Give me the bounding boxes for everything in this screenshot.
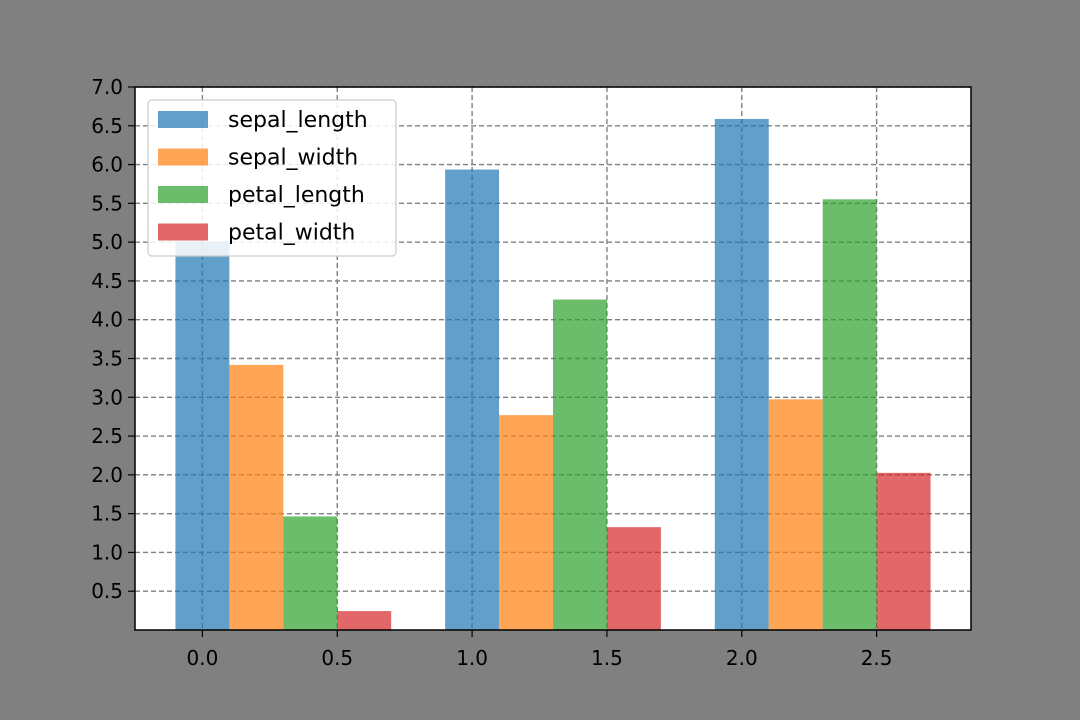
legend-label-sepal_length: sepal_length	[228, 108, 368, 133]
y-tick-label-4: 2.5	[91, 424, 123, 448]
bar-petal_width-0	[337, 611, 392, 630]
legend-label-petal_length: petal_length	[228, 183, 365, 208]
legend-swatch-petal_width	[158, 223, 208, 241]
y-tick-label-3: 2.0	[91, 463, 123, 487]
y-tick-label-1: 1.0	[91, 540, 123, 564]
y-tick-label-10: 5.5	[91, 191, 123, 215]
bar-petal_length-1	[553, 299, 607, 630]
x-tick-label-5: 2.5	[861, 646, 893, 670]
legend-label-sepal_width: sepal_width	[228, 146, 358, 171]
y-tick-label-2: 1.5	[91, 502, 123, 526]
legend-swatch-sepal_width	[158, 148, 208, 166]
y-tick-label-7: 4.0	[91, 308, 123, 332]
bar-petal_length-2	[822, 199, 877, 630]
legend: sepal_length sepal_width petal_lengthpetal…	[147, 99, 397, 257]
x-tick-label-1: 0.5	[321, 646, 353, 670]
x-tick-label-4: 2.0	[726, 646, 758, 670]
y-tick-label-12: 6.5	[91, 114, 123, 138]
y-axis: 0.5 1.0 1.5 2.0 2.5 3.0 3.5 4.0 4.5 5.0 5.5 6.0 6.5 7…	[91, 75, 135, 603]
bar-sepal_width-1	[499, 415, 553, 630]
bar-sepal_length-2	[714, 118, 769, 631]
x-axis: 0.0 0.5 1.0 1.5 2.0 2.5	[187, 630, 893, 670]
bar-sepal_length-1	[445, 169, 500, 630]
x-tick-label-2: 1.0	[456, 646, 488, 670]
y-tick-label-6: 3.5	[91, 347, 123, 371]
legend-box	[147, 99, 397, 257]
bar-petal_width-1	[606, 527, 661, 630]
bars	[175, 118, 931, 631]
y-tick-label-11: 6.0	[91, 153, 123, 177]
legend-label-petal_width: petal_width	[228, 221, 355, 246]
bar-sepal_width-2	[768, 399, 823, 630]
y-tick-label-9: 5.0	[91, 230, 123, 254]
y-tick-label-0: 0.5	[91, 579, 123, 603]
x-tick-label-0: 0.0	[187, 646, 219, 670]
y-tick-label-8: 4.5	[91, 269, 123, 293]
legend-swatch-sepal_length	[158, 111, 208, 128]
bar-sepal_width-0	[229, 364, 284, 630]
y-tick-label-13: 7.0	[91, 75, 123, 99]
bar-petal_width-2	[876, 472, 931, 630]
x-tick-label-3: 1.5	[591, 646, 623, 670]
bar-sepal_length-0	[175, 241, 230, 630]
y-tick-label-5: 3.0	[91, 385, 123, 409]
bar-petal_length-0	[283, 516, 338, 630]
legend-swatch-petal_length	[158, 186, 208, 203]
